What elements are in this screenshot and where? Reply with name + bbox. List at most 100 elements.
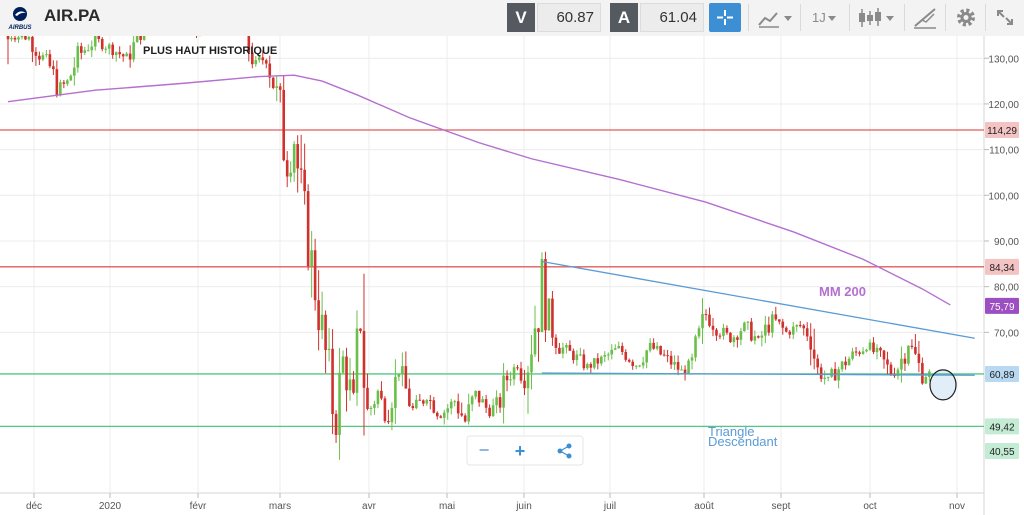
candle [533, 328, 537, 355]
candle [428, 400, 432, 402]
candle [701, 314, 704, 329]
candle [289, 172, 292, 177]
candle [729, 332, 732, 343]
candle [645, 350, 648, 363]
x-tick-label: août [694, 501, 714, 512]
interval-label: 1J [812, 10, 826, 25]
candle [732, 337, 736, 343]
candle [593, 358, 596, 368]
candle [624, 351, 628, 360]
candle [816, 358, 819, 368]
candle [652, 342, 655, 349]
candle [526, 372, 530, 389]
candle [868, 342, 872, 350]
candle [449, 401, 453, 409]
candle [554, 337, 558, 348]
crosshair-button[interactable] [709, 3, 741, 32]
candle [93, 36, 97, 47]
candle [118, 52, 121, 55]
zoom-controls[interactable] [466, 435, 584, 466]
candle [907, 345, 910, 364]
candle [45, 54, 48, 56]
candle [805, 328, 809, 337]
candle [547, 298, 551, 331]
fullscreen-button[interactable] [990, 3, 1020, 32]
toolbar: AIRBUS AIR.PA V 60.87 A 61.04 1J [0, 0, 1024, 37]
sell-price[interactable]: 60.87 [537, 3, 601, 32]
candle [439, 416, 443, 418]
candle [516, 367, 519, 369]
share-icon[interactable] [557, 443, 572, 459]
gear-icon [957, 8, 975, 27]
candle [606, 354, 610, 356]
interval-selector[interactable]: 1J [806, 3, 844, 32]
candle [565, 345, 568, 348]
x-tick-label: oct [863, 501, 877, 512]
candle [530, 354, 533, 373]
candle [442, 412, 446, 418]
candle [683, 369, 687, 374]
candle [373, 404, 376, 408]
candle [481, 399, 484, 403]
zoom-in-button[interactable]: + [515, 441, 526, 461]
candle [886, 359, 889, 365]
y-tick-label: 80,00 [994, 283, 1019, 294]
triangle-lower-line [541, 372, 975, 376]
low-price-label: 40,55 [989, 447, 1014, 458]
candle [502, 375, 505, 408]
candle [875, 347, 879, 353]
candle [292, 144, 296, 173]
candle [397, 374, 401, 377]
candle [418, 399, 422, 401]
candle [257, 57, 261, 61]
price-chart[interactable]: déc 2020 févr mars avr mai juin juil août sept oct… [0, 36, 1024, 515]
candle [369, 407, 373, 409]
candle [725, 327, 729, 333]
candle [306, 191, 310, 267]
candle [90, 46, 94, 51]
candle [352, 379, 355, 393]
candle [268, 63, 272, 78]
candle [558, 347, 561, 354]
candle [774, 314, 778, 320]
candle [338, 372, 341, 435]
buy-label[interactable]: A [610, 3, 638, 32]
candle [582, 354, 586, 369]
candle [355, 328, 359, 393]
drawing-tool-icon [914, 8, 936, 29]
candle [669, 355, 673, 365]
svg-text:AIRBUS: AIRBUS [7, 25, 31, 31]
candle [551, 298, 554, 338]
candle [285, 160, 289, 177]
candle [425, 400, 429, 404]
candle [422, 400, 425, 404]
candle [561, 347, 565, 354]
chart-type-button[interactable] [755, 3, 795, 32]
candle [620, 345, 624, 352]
candle [31, 36, 34, 52]
x-tick-label: févr [190, 501, 207, 512]
ma200-line [7, 74, 951, 306]
candle [900, 358, 903, 370]
drawing-tool-button[interactable] [910, 3, 940, 32]
candle [366, 387, 369, 409]
candle [627, 359, 631, 362]
candle [411, 405, 415, 409]
sell-label[interactable]: V [507, 3, 535, 32]
candle [66, 80, 69, 84]
triangle-upper-line [541, 260, 975, 339]
candle [38, 55, 41, 60]
candlestick-series [6, 36, 931, 460]
candle [278, 86, 282, 90]
candlestick-button[interactable] [855, 3, 899, 32]
candle [6, 36, 10, 40]
crosshair-icon [717, 10, 733, 25]
buy-price[interactable]: 61.04 [640, 3, 704, 32]
triangle-label-line1: Triangle [708, 424, 754, 439]
breakout-circle [929, 369, 957, 401]
candle [648, 342, 652, 351]
resistance-price-label-box [985, 122, 1019, 139]
zoom-out-button[interactable]: − [479, 440, 490, 460]
candle [512, 367, 516, 380]
settings-button[interactable] [952, 3, 980, 32]
